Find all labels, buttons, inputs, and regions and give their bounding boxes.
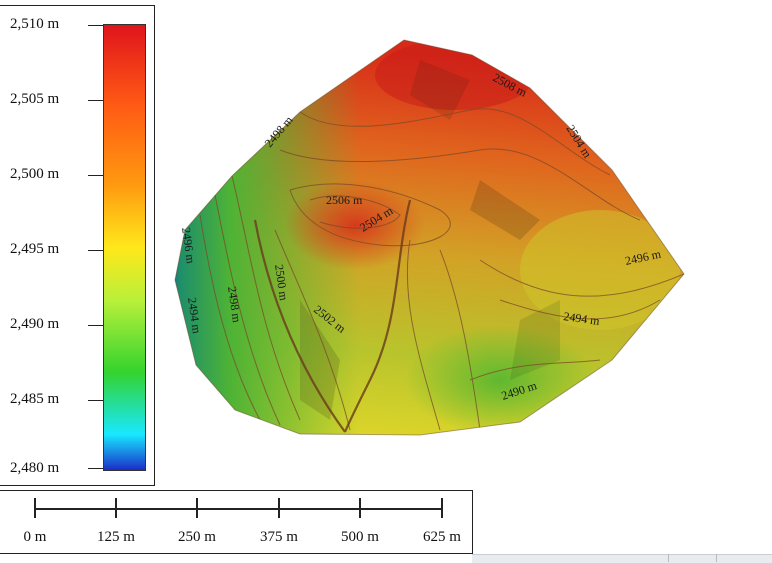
legend-tick (88, 25, 103, 26)
legend-label: 2,495 m (10, 241, 60, 257)
scale-label: 0 m (23, 529, 47, 545)
scale-bar-line (35, 508, 442, 510)
legend-tick (88, 175, 103, 176)
contour-label: 2494 m (563, 309, 602, 328)
contour-label: 2500 m (272, 263, 291, 302)
legend-label: 2,510 m (10, 16, 60, 32)
contour-label: 2498 m (225, 285, 244, 324)
terrain-surface (175, 40, 684, 435)
status-divider (668, 554, 669, 562)
legend-tick (88, 100, 103, 101)
scale-label: 250 m (178, 529, 216, 545)
status-divider (716, 554, 717, 562)
scale-tick (359, 498, 361, 518)
scale-tick (196, 498, 198, 518)
scale-label: 625 m (423, 529, 461, 545)
scale-bar (0, 490, 473, 554)
status-bar (472, 554, 772, 563)
contour-label: 2496 m (179, 226, 198, 265)
legend-tick (88, 325, 103, 326)
legend-label: 2,485 m (10, 391, 60, 407)
legend-tick (88, 400, 103, 401)
legend-label: 2,480 m (10, 460, 60, 476)
legend-label: 2,505 m (10, 91, 60, 107)
contour-label: 2506 m (326, 193, 363, 207)
scale-label: 125 m (97, 529, 135, 545)
scale-tick (441, 498, 443, 518)
contour-label: 2494 m (185, 296, 204, 335)
scale-tick (278, 498, 280, 518)
legend-tick (88, 468, 103, 469)
legend-label: 2,490 m (10, 316, 60, 332)
scale-tick (115, 498, 117, 518)
scale-label: 500 m (341, 529, 379, 545)
elevation-color-ramp (103, 24, 146, 471)
scale-label: 375 m (260, 529, 298, 545)
legend-label: 2,500 m (10, 166, 60, 182)
contour-lines (199, 108, 684, 431)
legend-tick (88, 250, 103, 251)
scale-tick (34, 498, 36, 518)
